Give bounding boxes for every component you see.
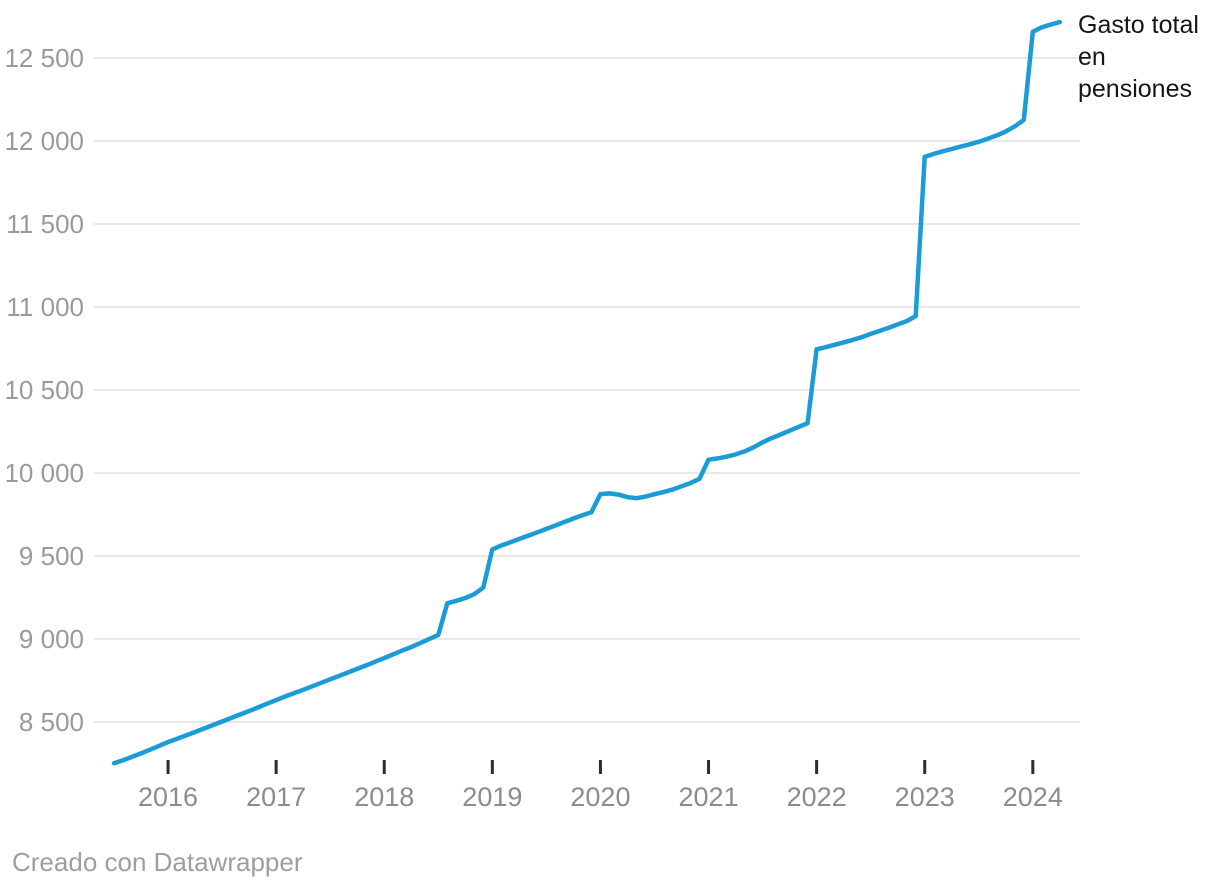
y-axis-label: 12 000	[4, 126, 84, 156]
y-axis-label: 8 500	[19, 707, 84, 737]
x-axis-label: 2022	[787, 782, 847, 812]
x-axis-label: 2023	[895, 782, 955, 812]
x-axis-label: 2020	[570, 782, 630, 812]
x-axis-label: 2024	[1003, 782, 1063, 812]
y-axis-label: 11 500	[6, 209, 84, 239]
y-axis-label: 9 500	[19, 541, 84, 571]
x-axis-label: 2021	[678, 782, 738, 812]
y-axis-label: 10 000	[4, 458, 84, 488]
x-axis-label: 2017	[246, 782, 306, 812]
y-axis-label: 11 000	[6, 292, 84, 322]
series-label: Gasto total en pensiones	[1078, 11, 1199, 103]
attribution-text: Creado con Datawrapper	[12, 847, 303, 877]
line-chart: 8 500 9 000 9 500 10 000 10 500 11 000 11 500 1…	[4, 19, 1080, 812]
x-axis-label: 2018	[354, 782, 414, 812]
y-axis-label: 10 500	[4, 375, 84, 405]
pension-spending-line	[111, 19, 1063, 766]
y-axis-label: 12 500	[4, 43, 84, 73]
y-axis-label: 9 000	[19, 624, 84, 654]
x-axis-label: 2016	[138, 782, 198, 812]
x-axis-label: 2019	[462, 782, 522, 812]
